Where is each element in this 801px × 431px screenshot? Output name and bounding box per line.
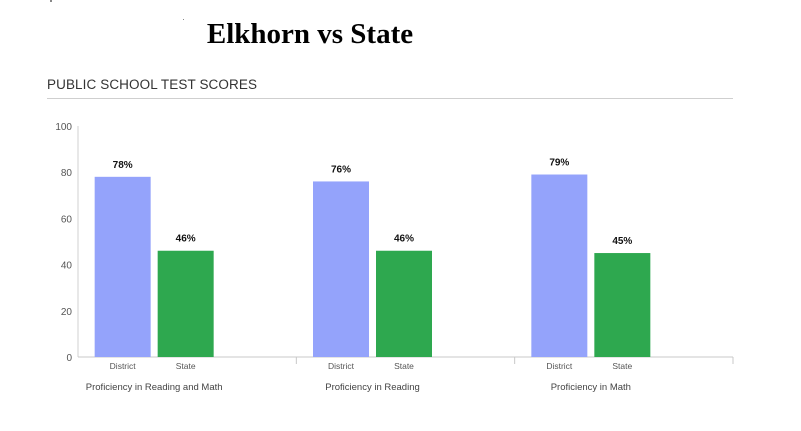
x-tick-label: State bbox=[394, 361, 414, 371]
y-tick-label: 60 bbox=[61, 214, 73, 225]
chart-title: Elkhorn vs State bbox=[206, 18, 414, 50]
chart-subtitle: PUBLIC SCHOOL TEST SCORES bbox=[47, 77, 258, 92]
x-tick-label: District bbox=[328, 361, 355, 371]
data-label: 45% bbox=[612, 236, 632, 247]
data-label: 79% bbox=[549, 158, 569, 169]
data-label: 46% bbox=[394, 234, 414, 245]
bar-state bbox=[157, 250, 214, 357]
stray-mark bbox=[183, 19, 184, 20]
x-tick-label: District bbox=[110, 361, 137, 371]
x-tick-label: State bbox=[612, 361, 632, 371]
y-tick-label: 0 bbox=[66, 353, 72, 364]
bar-district bbox=[531, 174, 588, 357]
stray-mark bbox=[50, 0, 52, 2]
group-label: Proficiency in Reading and Math bbox=[86, 382, 223, 393]
y-tick-label: 40 bbox=[61, 261, 73, 272]
data-label: 78% bbox=[113, 160, 133, 171]
bar-state bbox=[594, 253, 651, 357]
data-label: 76% bbox=[331, 164, 351, 175]
bar-state bbox=[376, 250, 432, 357]
subtitle-divider bbox=[47, 98, 733, 99]
x-tick-label: State bbox=[176, 361, 196, 371]
group-label: Proficiency in Math bbox=[551, 382, 631, 393]
x-tick-label: District bbox=[546, 361, 573, 371]
y-tick-label: 80 bbox=[61, 168, 73, 179]
bar-district bbox=[313, 181, 369, 357]
bar-district bbox=[94, 176, 151, 357]
data-label: 46% bbox=[176, 234, 196, 245]
y-tick-label: 20 bbox=[61, 307, 73, 318]
y-tick-label: 100 bbox=[55, 122, 72, 133]
group-label: Proficiency in Reading bbox=[325, 382, 420, 393]
